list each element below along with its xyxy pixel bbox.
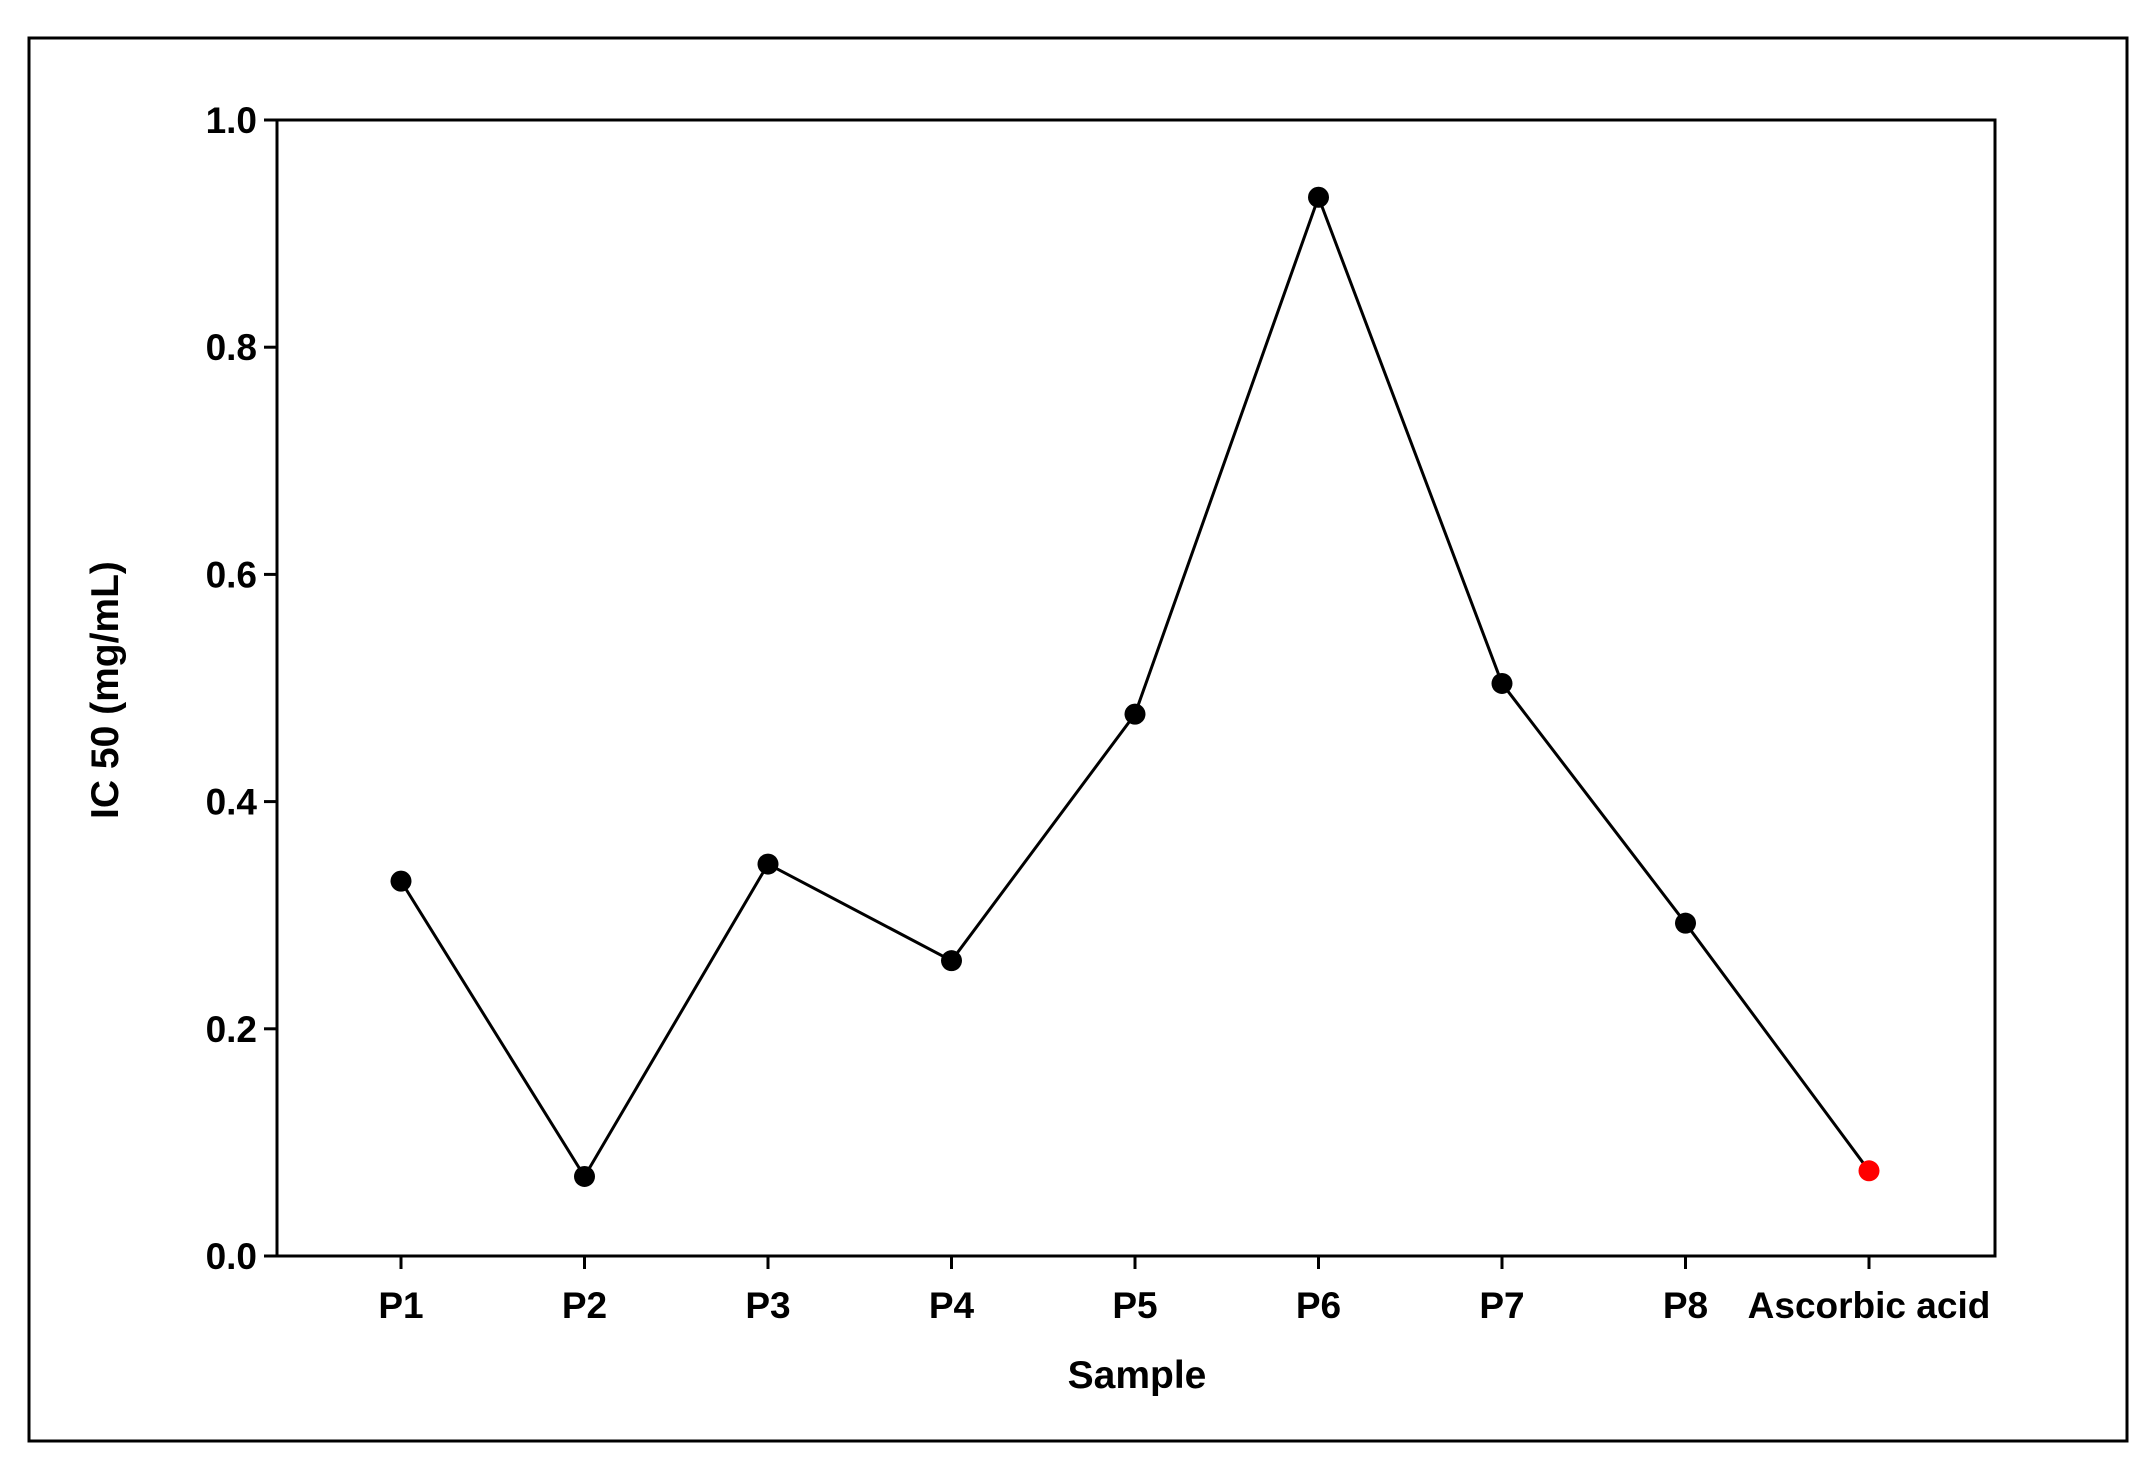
data-point (1308, 186, 1329, 208)
y-tick-label: 0.8 (206, 327, 257, 368)
x-tick-label: P2 (562, 1285, 607, 1326)
outer-frame (27, 36, 2129, 1443)
y-tick-label: 1.0 (206, 100, 257, 141)
data-point (1491, 672, 1513, 694)
data-point (574, 1165, 595, 1187)
x-tick-label: P4 (929, 1285, 975, 1326)
x-tick-label: P7 (1479, 1285, 1524, 1326)
x-tick-label: P1 (378, 1285, 423, 1326)
data-point (1124, 703, 1146, 725)
x-tick-label: Ascorbic acid (1748, 1285, 1991, 1326)
y-tick-label: 0.6 (206, 554, 257, 595)
plot-area: 0.0 0.2 0.4 0.6 0.8 1.0 P1 P2 P3 P4 P5 P6 P7 P8 Ascorb… (206, 100, 1997, 1326)
x-tick-label: P3 (745, 1285, 790, 1326)
data-point (1675, 912, 1696, 934)
x-tick-label: P8 (1663, 1285, 1708, 1326)
x-tick-label: P6 (1296, 1285, 1341, 1326)
x-tick-label: P5 (1112, 1285, 1157, 1326)
data-point (941, 950, 962, 972)
y-axis-title: IC 50 (mg/mL) (84, 561, 127, 819)
y-tick-label: 0.4 (206, 782, 258, 823)
data-point (390, 870, 412, 892)
x-axis-title: Sample (1068, 1354, 1207, 1397)
y-tick-label: 0.2 (206, 1009, 257, 1050)
y-tick-label: 0.0 (206, 1236, 257, 1277)
data-point (1858, 1160, 1880, 1182)
data-point (757, 853, 779, 875)
